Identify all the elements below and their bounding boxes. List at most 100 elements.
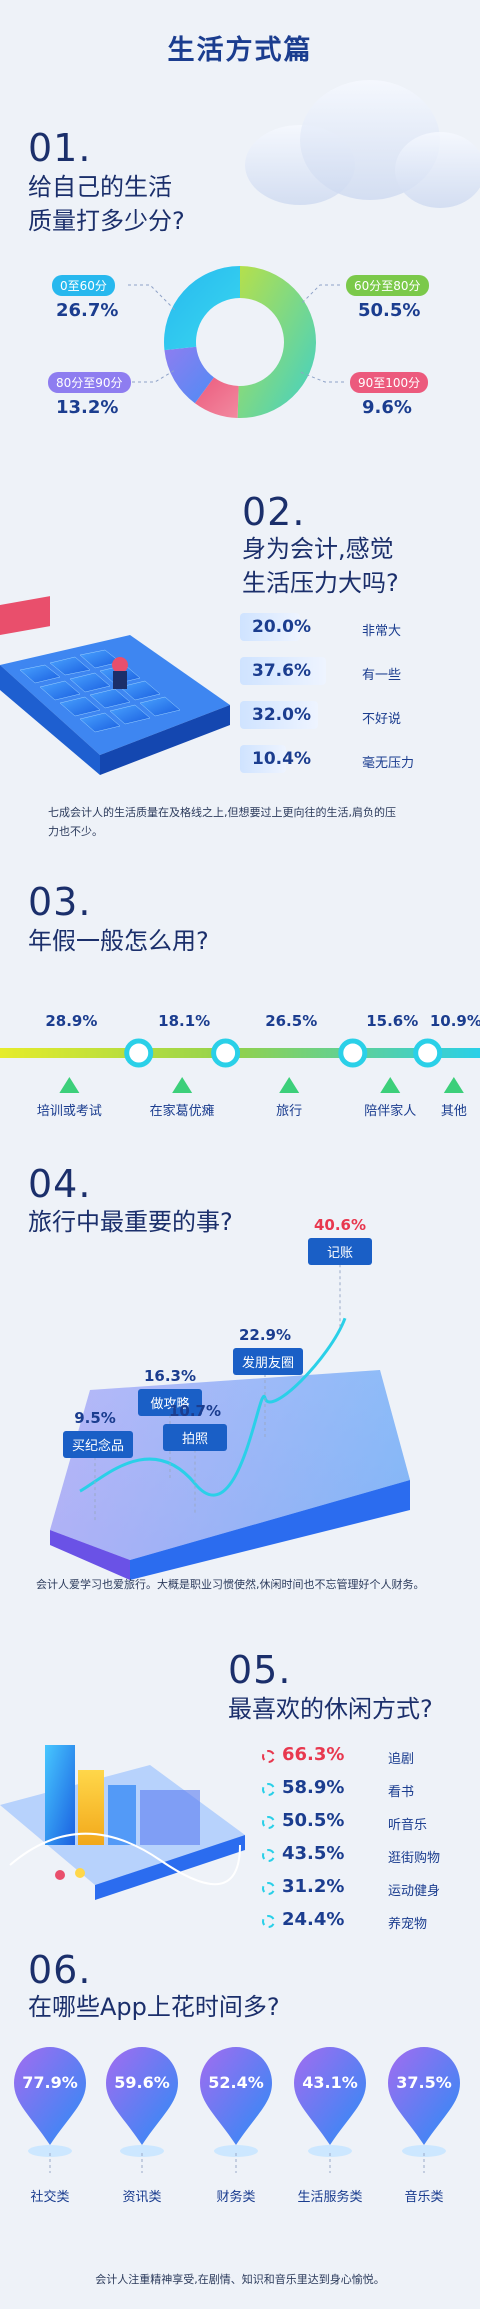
leisure-dot-5 <box>262 1915 275 1928</box>
app-pin-0 <box>14 2047 86 2173</box>
section-3-question: 年假一般怎么用? <box>28 927 209 955</box>
leisure-label-0: 追剧 <box>388 1752 415 1767</box>
timeline-marker-0 <box>59 1077 80 1093</box>
timeline-label-2: 旅行 <box>276 1104 303 1119</box>
travel-value-3: 22.9% <box>238 1326 292 1345</box>
timeline-node-2 <box>211 1038 241 1068</box>
pressure-label-2: 不好说 <box>362 712 402 727</box>
timeline-value-4: 10.9% <box>429 1012 480 1030</box>
section-6-question: 在哪些App上花时间多? <box>28 1993 280 2021</box>
timeline-node-1 <box>124 1038 154 1068</box>
leisure-dot-3 <box>262 1849 275 1862</box>
pie-value-90-100: 9.6% <box>362 397 412 418</box>
timeline-node-3 <box>338 1038 368 1068</box>
leisure-dot-4 <box>262 1882 275 1895</box>
timeline-label-1: 在家葛优瘫 <box>149 1104 215 1119</box>
travel-value-4: 40.6% <box>313 1216 367 1235</box>
section-4-note: 会计人爱学习也爱旅行。大概是职业习惯使然,休闲时间也不忘管理好个人财务。 <box>36 1578 425 1591</box>
section-6-number: 06. <box>28 1948 92 1992</box>
leisure-illustration <box>0 1745 245 1900</box>
section-5-question: 最喜欢的休闲方式? <box>228 1695 433 1723</box>
leisure-value-2: 50.5% <box>282 1810 345 1831</box>
leisure-value-4: 31.2% <box>282 1876 345 1897</box>
travel-tag-4: 记账 <box>308 1238 372 1266</box>
section-3-number: 03. <box>28 880 92 924</box>
timeline-value-1: 18.1% <box>158 1012 211 1030</box>
timeline-label-0: 培训或考试 <box>36 1104 102 1119</box>
donut-slice-1 <box>237 266 317 418</box>
pressure-value-3: 10.4% <box>252 749 311 769</box>
section-2-note-line2: 力也不少。 <box>48 825 103 838</box>
leisure-dot-1 <box>262 1783 275 1796</box>
section-4-question: 旅行中最重要的事? <box>28 1208 233 1236</box>
app-label-0: 社交类 <box>30 2190 70 2205</box>
travel-tag-1: 做攻略 <box>138 1388 202 1416</box>
section-5-number: 05. <box>228 1648 292 1692</box>
pressure-value-1: 37.6% <box>252 661 311 681</box>
timeline-node-4 <box>413 1038 443 1068</box>
timeline-marker-2 <box>279 1077 300 1093</box>
timeline-marker-1 <box>172 1077 193 1093</box>
leisure-label-5: 养宠物 <box>388 1917 428 1932</box>
app-label-4: 音乐类 <box>404 2190 444 2205</box>
app-pin-2 <box>200 2047 272 2173</box>
pressure-bar-2 <box>240 701 318 729</box>
app-value-4: 37.5% <box>396 2073 452 2092</box>
section-2-question-line2: 生活压力大吗? <box>242 569 399 597</box>
leisure-value-0: 66.3% <box>282 1744 345 1765</box>
timeline-value-2: 26.5% <box>265 1012 318 1030</box>
travel-line-chart <box>79 1258 347 1522</box>
app-pin-1 <box>106 2047 178 2173</box>
app-label-3: 生活服务类 <box>297 2190 363 2205</box>
leisure-label-1: 看书 <box>388 1785 415 1800</box>
pie-value-80-90: 13.2% <box>56 397 119 418</box>
pie-label-0-60: 0至60分 <box>52 275 115 296</box>
pie-label-80-90: 80分至90分 <box>48 372 131 393</box>
pressure-bar-3 <box>240 745 286 773</box>
leisure-label-3: 逛街购物 <box>388 1851 441 1866</box>
app-label-2: 财务类 <box>216 2190 256 2205</box>
app-value-0: 77.9% <box>22 2073 78 2092</box>
cloud-illustration <box>245 80 480 208</box>
app-value-3: 43.1% <box>302 2073 358 2092</box>
pressure-bar-0 <box>240 613 300 641</box>
section-2-number: 02. <box>242 490 306 534</box>
section-1-question-line1: 给自己的生活 <box>28 173 172 201</box>
leisure-value-3: 43.5% <box>282 1843 345 1864</box>
travel-value-1: 16.3% <box>143 1366 197 1385</box>
timeline-value-0: 28.9% <box>45 1012 98 1030</box>
travel-curve <box>79 1317 347 1497</box>
leisure-dot-0 <box>262 1750 275 1763</box>
leisure-label-2: 听音乐 <box>388 1818 428 1833</box>
donut-chart <box>164 266 317 418</box>
timeline-label-4: 其他 <box>440 1104 467 1119</box>
section-1-question-line2: 质量打多少分? <box>28 207 185 235</box>
timeline-value-3: 15.6% <box>366 1012 419 1030</box>
app-label-1: 资讯类 <box>122 2190 162 2205</box>
app-pin-4 <box>388 2047 460 2173</box>
section-2-note-line1: 七成会计人的生活质量在及格线之上,但想要过上更向往的生活,肩负的压 <box>48 806 396 819</box>
leisure-value-1: 58.9% <box>282 1777 345 1798</box>
pie-value-0-60: 26.7% <box>56 300 119 321</box>
donut-slice-3 <box>194 377 239 418</box>
pressure-label-1: 有一些 <box>362 668 402 683</box>
section-4-number: 04. <box>28 1162 92 1206</box>
pie-connectors <box>128 284 344 383</box>
section-6-note: 会计人注重精神享受,在剧情、知识和音乐里达到身心愉悦。 <box>95 2273 385 2286</box>
page-title: 生活方式篇 <box>167 35 313 66</box>
travel-tag-0: 买纪念品 <box>63 1431 134 1459</box>
app-value-1: 59.6% <box>114 2073 170 2092</box>
section-1-number: 01. <box>28 126 92 170</box>
leisure-label-4: 运动健身 <box>388 1884 441 1899</box>
travel-value-0: 9.5% <box>74 1409 116 1428</box>
pressure-label-3: 毫无压力 <box>362 756 415 771</box>
pressure-bar-1 <box>240 657 326 685</box>
pie-label-90-100: 90至100分 <box>350 372 429 393</box>
travel-tag-2: 拍照 <box>163 1423 227 1451</box>
timeline-marker-4 <box>443 1077 464 1093</box>
timeline-marker-3 <box>380 1077 401 1093</box>
travel-value-2: 10.7% <box>168 1401 222 1420</box>
travel-tag-3: 发朋友圈 <box>233 1348 304 1376</box>
pressure-value-2: 32.0% <box>252 705 311 725</box>
pressure-label-0: 非常大 <box>362 624 402 639</box>
